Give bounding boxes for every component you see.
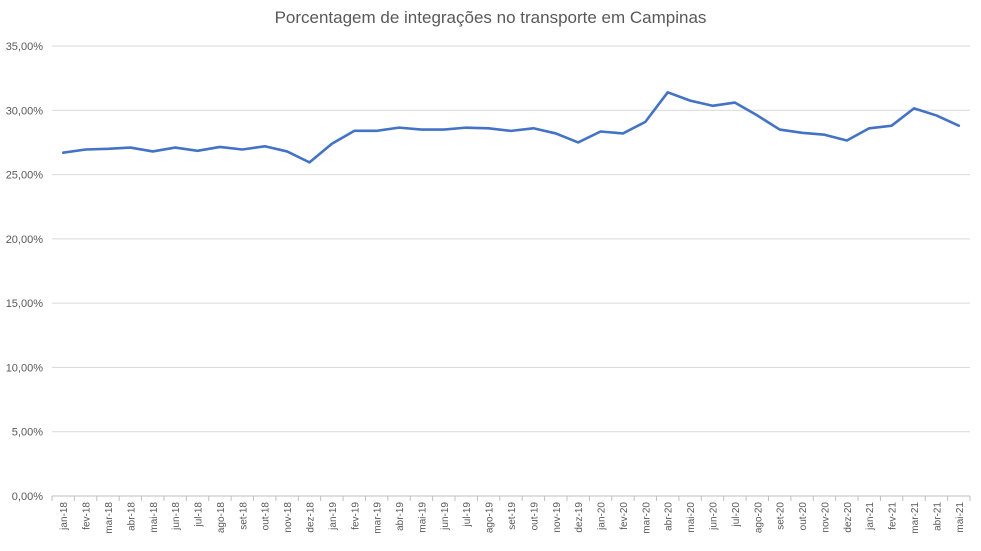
x-tick-label: set-18 <box>238 502 249 530</box>
x-tick-label: out-20 <box>798 502 809 531</box>
x-tick-label: fev-18 <box>82 502 93 530</box>
x-tick-label: mar-19 <box>373 502 384 534</box>
y-axis-tick-labels: 0,00% 5,00% 10,00% 15,00% 20,00% 25,00% 30,00%… <box>6 41 44 503</box>
chart-title: Porcentagem de integrações no transporte… <box>274 8 707 27</box>
x-tick-label: dez-19 <box>574 502 585 533</box>
x-tick-label: ago-20 <box>753 502 764 534</box>
y-tick-label: 25,00% <box>6 170 44 182</box>
x-tick-label: mai-18 <box>149 502 160 533</box>
x-tick-label: nov-20 <box>820 502 831 533</box>
x-tick-label: nov-19 <box>552 502 563 533</box>
x-axis-tick-labels: jan-18 fev-18 mar-18 abr-18 mai-18 jun-18 jul-… <box>59 502 966 534</box>
x-tick-label: mai-20 <box>686 502 697 533</box>
gridlines <box>52 45 970 433</box>
x-tick-label: fev-21 <box>888 502 899 530</box>
x-tick-label: abr-19 <box>395 502 406 531</box>
y-tick-label: 30,00% <box>6 105 44 117</box>
x-tick-label: jan-19 <box>328 502 339 531</box>
x-axis <box>51 495 971 501</box>
x-tick-label: set-20 <box>776 502 787 530</box>
x-tick-label: out-19 <box>529 502 540 531</box>
x-tick-label: ago-19 <box>485 502 496 534</box>
x-tick-label: ago-18 <box>216 502 227 534</box>
x-tick-label: jun-19 <box>440 502 451 531</box>
x-tick-label: mar-21 <box>910 502 921 534</box>
x-tick-label: jan-18 <box>59 502 70 531</box>
y-tick-label: 5,00% <box>12 427 43 439</box>
y-tick-label: 15,00% <box>6 298 44 310</box>
y-tick-label: 10,00% <box>6 362 44 374</box>
x-tick-label: mai-21 <box>955 502 966 533</box>
x-tick-label: jul-18 <box>194 502 205 528</box>
x-tick-label: nov-18 <box>283 502 294 533</box>
x-tick-label: jul-20 <box>731 502 742 528</box>
y-tick-label: 35,00% <box>6 41 44 53</box>
x-tick-label: dez-20 <box>843 502 854 533</box>
x-tick-label: mar-20 <box>641 502 652 534</box>
x-tick-label: mai-19 <box>417 502 428 533</box>
x-tick-label: fev-19 <box>350 502 361 530</box>
x-tick-label: abr-21 <box>932 502 943 531</box>
x-tick-label: out-18 <box>261 502 272 531</box>
y-tick-label: 20,00% <box>6 234 44 246</box>
x-tick-label: jun-20 <box>709 502 720 531</box>
x-tick-label: abr-18 <box>126 502 137 531</box>
x-tick-label: set-19 <box>507 502 518 530</box>
x-tick-label: jan-20 <box>597 502 608 531</box>
x-tick-label: mar-18 <box>104 502 115 534</box>
x-tick-label: abr-20 <box>664 502 675 531</box>
x-tick-label: jan-21 <box>865 502 876 531</box>
x-tick-label: dez-18 <box>305 502 316 533</box>
y-tick-label: 0,00% <box>12 491 43 503</box>
x-tick-label: jul-19 <box>462 502 473 528</box>
x-tick-label: jun-18 <box>171 502 182 531</box>
series-layer <box>61 90 961 164</box>
x-tick-label: fev-20 <box>619 502 630 530</box>
series-line <box>61 90 961 164</box>
